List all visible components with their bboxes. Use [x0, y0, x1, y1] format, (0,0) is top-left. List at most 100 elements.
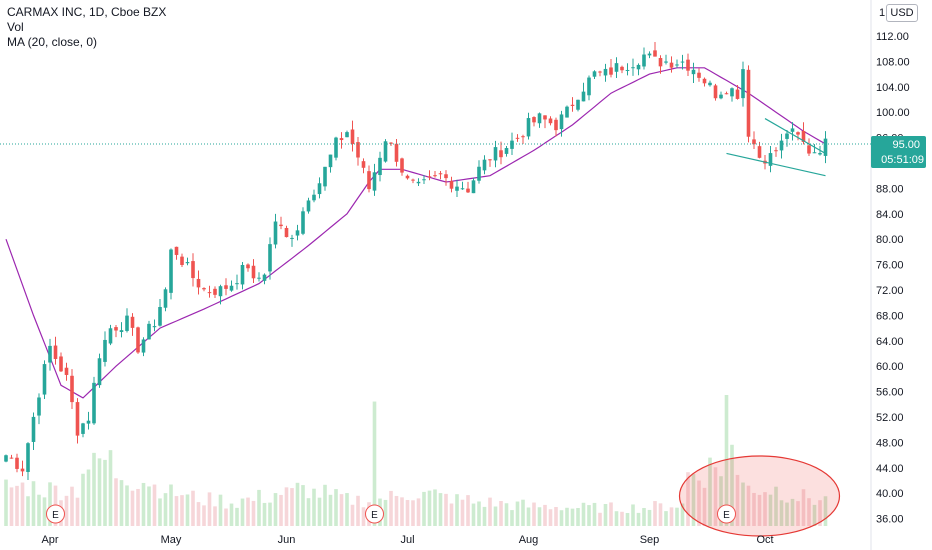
earnings-marker[interactable]: E [365, 504, 384, 524]
candle-body [801, 130, 806, 143]
earnings-marker[interactable]: E [717, 504, 736, 524]
candle-body [323, 166, 327, 187]
volume-bar [774, 486, 778, 526]
trendline[interactable] [764, 118, 826, 154]
candle-body [400, 158, 404, 173]
volume-bar [191, 490, 195, 526]
volume-bar [350, 504, 355, 526]
candle-body [774, 150, 778, 152]
candle-body [719, 94, 723, 99]
earnings-marker[interactable]: E [46, 504, 65, 524]
candle-body [493, 147, 498, 161]
price-tick-label: 64.00 [876, 336, 904, 348]
volume-indicator-label[interactable]: Vol [7, 20, 24, 34]
volume-bar [488, 497, 492, 526]
candle-body [570, 104, 575, 106]
candle-body [515, 137, 520, 139]
volume-bar [290, 488, 294, 526]
volume-bar [273, 493, 278, 526]
candle-body [92, 382, 96, 424]
candle-body [713, 85, 718, 99]
candle-body [697, 72, 701, 78]
candle-body [411, 179, 415, 181]
volume-bar [510, 510, 514, 526]
volume-bar [163, 493, 168, 526]
candle-body [510, 140, 514, 149]
volume-bar [224, 508, 228, 526]
candle-body [647, 53, 652, 56]
scale-one-label[interactable]: 1 [879, 7, 886, 19]
volume-bar [614, 511, 619, 526]
candle-body [4, 455, 8, 462]
volume-bar [152, 484, 157, 526]
price-tick-label: 44.00 [876, 463, 904, 475]
volume-bar [361, 507, 366, 526]
candle-body [488, 159, 492, 161]
candle-body [345, 132, 349, 138]
candle-body [301, 211, 305, 234]
candle-body [427, 176, 432, 178]
candle-body [125, 315, 129, 331]
volume-bar [631, 504, 635, 526]
trendline[interactable] [726, 152, 826, 177]
candle-body [196, 278, 201, 288]
volume-bar [433, 489, 437, 526]
ma-line [5, 67, 826, 399]
volume-bar [642, 507, 646, 526]
volume-bars [4, 395, 828, 526]
price-tick-label: 48.00 [876, 437, 904, 449]
volume-bar [262, 502, 267, 526]
candle-body [383, 141, 388, 162]
volume-bar [31, 481, 36, 526]
volume-bar [345, 493, 349, 526]
ma-indicator-label[interactable]: MA (20, close, 0) [7, 35, 98, 49]
candle-body [114, 327, 118, 331]
volume-bar [504, 503, 509, 526]
volume-bar [768, 494, 773, 526]
volume-bar [37, 494, 41, 526]
candle-body [416, 181, 421, 184]
candle-body [675, 64, 679, 66]
candle-body [53, 345, 58, 359]
time-tick-label: Oct [756, 534, 773, 546]
volume-bar [537, 507, 542, 526]
volume-bar [554, 506, 558, 526]
volume-bar [301, 485, 305, 526]
volume-bar [647, 509, 652, 526]
candle-body [394, 143, 399, 162]
candle-body [537, 113, 542, 124]
candle-body [752, 139, 756, 145]
candle-body [141, 339, 146, 353]
candle-body [614, 63, 619, 72]
volume-bar [515, 501, 520, 526]
candle-body [499, 150, 503, 158]
price-axis[interactable]: 112.00108.00104.00100.0096.0092.0088.008… [876, 31, 910, 526]
volume-highlight-ellipse[interactable] [678, 455, 841, 537]
time-axis[interactable]: Apr May Jun Jul Aug Sep Oct [41, 534, 773, 546]
volume-bar [334, 489, 338, 526]
drawings[interactable] [678, 118, 841, 537]
candle-body [609, 67, 613, 75]
volume-bar [686, 472, 690, 526]
candle-body [328, 154, 333, 168]
candle-body [702, 78, 707, 84]
volume-bar [257, 489, 261, 526]
volume-bar [400, 497, 404, 526]
bar-countdown: 05:51:09 [881, 154, 924, 166]
candle-body [279, 224, 283, 227]
volume-bar [658, 503, 663, 526]
symbol-title[interactable]: CARMAX INC, 1D, Cboe BZX [7, 5, 167, 19]
time-tick-label: Sep [640, 534, 660, 546]
currency-button[interactable]: USD [886, 4, 918, 22]
volume-bar [268, 502, 272, 526]
candle-body [119, 330, 124, 332]
candle-body [235, 283, 239, 285]
volume-bar [185, 494, 190, 526]
candle-body [262, 274, 267, 281]
candle-body [466, 188, 470, 193]
volume-bar [526, 507, 531, 526]
volume-bar [136, 488, 140, 526]
volume-bar [741, 482, 745, 526]
